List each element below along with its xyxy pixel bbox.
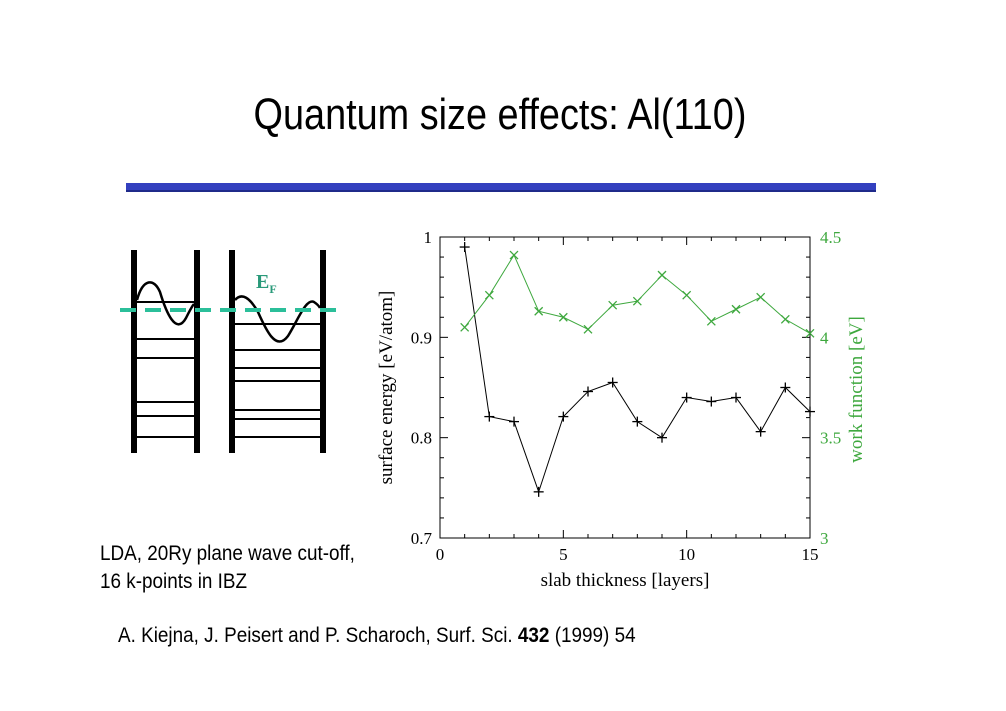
x-tick-label: 15 — [802, 545, 819, 564]
surface-energy-point — [558, 411, 569, 422]
y2-tick-label: 3 — [820, 529, 829, 548]
well-2-left-wall — [229, 250, 235, 453]
reference-citation: A. Kiejna, J. Peisert and P. Scharoch, S… — [118, 624, 636, 648]
reference-volume: 432 — [517, 624, 550, 647]
well-1-left-wall — [131, 250, 137, 453]
surface-energy-point — [484, 411, 495, 422]
work-function-point — [805, 328, 815, 338]
work-function-point — [731, 304, 741, 314]
work-function-point — [583, 324, 593, 334]
reference-authors: A. Kiejna, J. Peisert and P. Scharoch, S… — [118, 624, 518, 647]
surface-energy-point — [533, 486, 544, 497]
surface-energy-point — [607, 377, 618, 388]
work-function-point — [608, 300, 618, 310]
x-tick-label: 5 — [559, 545, 568, 564]
y-tick-label: 0.9 — [411, 328, 432, 347]
surface-energy-point — [706, 396, 717, 407]
work-function-point — [460, 322, 470, 332]
surface-energy-point — [583, 386, 593, 397]
y-tick-label: 0.8 — [411, 429, 432, 448]
surface-energy-point — [805, 406, 815, 417]
surface-energy-line — [464, 246, 811, 494]
well-2-right-wall — [320, 250, 326, 453]
work-function-point — [509, 250, 519, 260]
y2-axis-label: work function [eV] — [846, 316, 867, 463]
well-1-wavefunction — [135, 281, 195, 326]
slide-title: Quantum size effects: Al(110) — [253, 90, 747, 139]
x-tick-label: 10 — [678, 545, 695, 564]
surface-energy-point — [755, 426, 766, 437]
y2-tick-label: 3.5 — [820, 429, 841, 448]
surface-energy-point — [632, 416, 643, 427]
surface-energy-chart: 0 5 10 15 0.7 0.8 0.9 1 3 3.5 4 4.5 slab thickness [… — [376, 228, 867, 591]
fermi-level-label: EF — [256, 271, 277, 296]
surface-energy-point — [780, 382, 791, 393]
plot-frame — [439, 236, 811, 539]
quantum-well-sketch: EF — [120, 250, 342, 453]
well-2-wavefunction — [234, 295, 322, 343]
well-1-levels — [137, 301, 194, 438]
work-function-point — [682, 290, 692, 300]
work-function-point — [632, 296, 642, 306]
work-function-point — [706, 316, 716, 326]
surface-energy-point — [657, 432, 667, 443]
y-axis-label: surface energy [eV/atom] — [376, 291, 397, 485]
work-function-point — [756, 292, 766, 302]
x-tick-label: 0 — [436, 545, 445, 564]
y-tick-label: 1 — [424, 228, 433, 247]
work-function-point — [558, 312, 568, 322]
calculation-details: LDA, 20Ry plane wave cut-off, 16 k-point… — [100, 542, 355, 593]
work-function-point — [534, 306, 544, 316]
surface-energy-point — [731, 392, 741, 403]
reference-year-page: (1999) 54 — [549, 624, 636, 647]
y-tick-label: 0.7 — [411, 529, 433, 548]
well-1-right-wall — [194, 250, 200, 453]
x-axis-label: slab thickness [layers] — [541, 570, 710, 591]
work-function-point — [657, 270, 667, 280]
work-function-point — [780, 314, 790, 324]
y2-tick-label: 4 — [820, 328, 829, 347]
title-divider — [126, 183, 876, 192]
work-function-point — [484, 290, 494, 300]
y2-tick-label: 4.5 — [820, 228, 841, 247]
well-2-levels — [235, 323, 320, 438]
surface-energy-point — [509, 416, 519, 427]
surface-energy-point — [681, 392, 692, 403]
surface-energy-point — [459, 242, 470, 253]
